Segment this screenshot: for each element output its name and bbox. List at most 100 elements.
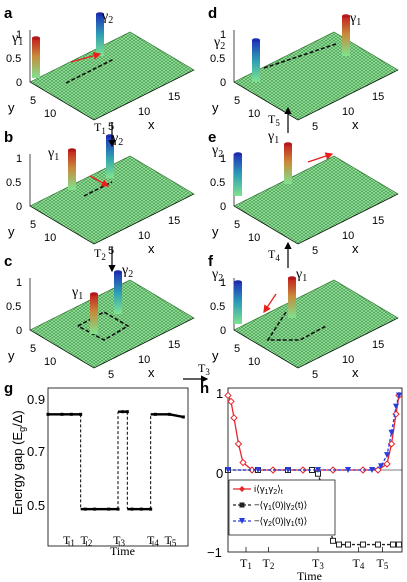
panel-g-frame (47, 387, 189, 547)
x-tick-label: 15 (168, 215, 180, 227)
x-axis-label: x (352, 117, 359, 132)
label-T1: T1 (94, 120, 106, 136)
gamma2-label: γ2 (111, 131, 123, 148)
x-tick-label: 10 (138, 106, 150, 118)
x-tick-label: 15 (372, 215, 384, 227)
panel-h-xlabel: Time (297, 569, 322, 582)
panel-g-xlabel: Time (110, 544, 135, 558)
x-tick-label: 10 (342, 106, 354, 118)
braid-path (266, 311, 327, 341)
x-tick-label: 5 (312, 369, 318, 381)
gamma1-label: γ1 (47, 146, 59, 163)
panel-h-xtick-T2: T2 (263, 556, 275, 571)
x-axis-label: x (148, 241, 155, 256)
y-tick-label: 5 (234, 95, 240, 107)
panel-letter-d: f (208, 253, 214, 270)
gamma2-label: γ2 (211, 267, 223, 284)
x-axis-label: x (148, 365, 155, 380)
gap-point (93, 507, 97, 511)
z-tick-label: 0 (16, 201, 22, 213)
majorana-gamma1-pillar-top (342, 14, 350, 18)
majorana-gamma1-pillar (32, 38, 40, 78)
majorana-gamma1-pillar-top (32, 36, 40, 40)
x-axis (93, 69, 195, 121)
x-tick-label: 5 (108, 369, 114, 381)
majorana-gamma2-pillar-top (114, 270, 122, 274)
panel-h-xtick-T3: T3 (312, 556, 324, 571)
z-tick-label: 0 (220, 201, 226, 213)
x-tick-label: 10 (342, 230, 354, 242)
y-tick-label: 10 (248, 356, 260, 368)
gamma1-label: γ1 (349, 11, 361, 28)
label-T4: T4 (268, 247, 280, 263)
label-T3: T3 (198, 361, 210, 377)
y-axis-label: y (212, 224, 219, 239)
data-point (255, 467, 261, 473)
series-line-0 (227, 395, 400, 471)
motion-arrow (307, 152, 334, 163)
y-axis (29, 329, 95, 369)
legend-marker (239, 486, 245, 492)
data-point (360, 541, 366, 548)
series-line-2 (228, 395, 400, 471)
data-point (375, 541, 381, 548)
x-axis (93, 317, 195, 369)
panel-h-ytick-1: 1 (216, 386, 223, 401)
label-T2: T2 (94, 246, 106, 262)
y-tick-label: 5 (234, 219, 240, 231)
majorana-gamma2-pillar (114, 272, 122, 314)
braid-path (65, 58, 115, 84)
panel-g-xtick-T1: T1 (63, 533, 75, 548)
z-tick-label: 1 (220, 29, 226, 41)
y-axis (29, 81, 95, 121)
data-point (345, 467, 351, 473)
y-axis (233, 329, 299, 369)
panel-g-xtick-T5: T5 (165, 533, 177, 548)
gamma1-label: γ1 (71, 285, 83, 302)
gap-point (79, 412, 83, 416)
majorana-gamma1-pillar (288, 278, 296, 318)
braid-path (263, 43, 337, 69)
data-point (225, 467, 231, 473)
majorana-gamma1-pillar-top (288, 276, 296, 280)
data-point (336, 541, 342, 548)
x-axis (297, 193, 399, 245)
z-tick-label: 0.5 (6, 53, 21, 65)
data-point (388, 429, 395, 436)
gamma2-label: γ2 (101, 9, 113, 26)
gap-point (149, 507, 153, 511)
legend-entry-2: −⟨γ2(0)|γ1(t)⟩ (254, 516, 307, 528)
panel-g-ytick-0.7: 0.7 (27, 444, 45, 459)
y-axis-label: y (8, 224, 15, 239)
panel-g-ytick-0.5: 0.5 (27, 498, 45, 513)
z-tick-label: 1 (16, 153, 22, 165)
x-tick-label: 5 (108, 245, 114, 257)
x-axis (297, 69, 399, 121)
data-point (227, 397, 235, 406)
panel-g-ytick-0.9: 0.9 (27, 392, 45, 407)
gamma2-label: γ2 (213, 35, 225, 52)
panel-h-ytick-0: 0 (216, 466, 223, 481)
y-tick-label: 10 (248, 232, 260, 244)
surface-mesh (233, 155, 399, 245)
x-tick-label: 15 (372, 91, 384, 103)
majorana-gamma1-pillar (342, 16, 350, 56)
majorana-gamma1-pillar-top (90, 292, 98, 296)
panel-letter-b: b (4, 129, 13, 146)
y-axis-label: y (212, 348, 219, 363)
y-tick-label: 10 (44, 232, 56, 244)
majorana-gamma2-pillar-top (234, 152, 242, 156)
data-point (384, 452, 390, 459)
x-tick-label: 10 (342, 354, 354, 366)
majorana-gamma2-pillar (234, 154, 242, 196)
panel-h: h 1 0 −1 T1 T2 T3 T4 T5 Time i⟨γ1γ2⟩t −⟨γ1(0)… (200, 380, 403, 582)
data-point (369, 467, 375, 473)
y-tick-label: 5 (30, 219, 36, 231)
x-tick-label: 15 (168, 339, 180, 351)
motion-arrow (89, 175, 110, 187)
gap-point (153, 412, 157, 416)
data-point (345, 541, 351, 548)
